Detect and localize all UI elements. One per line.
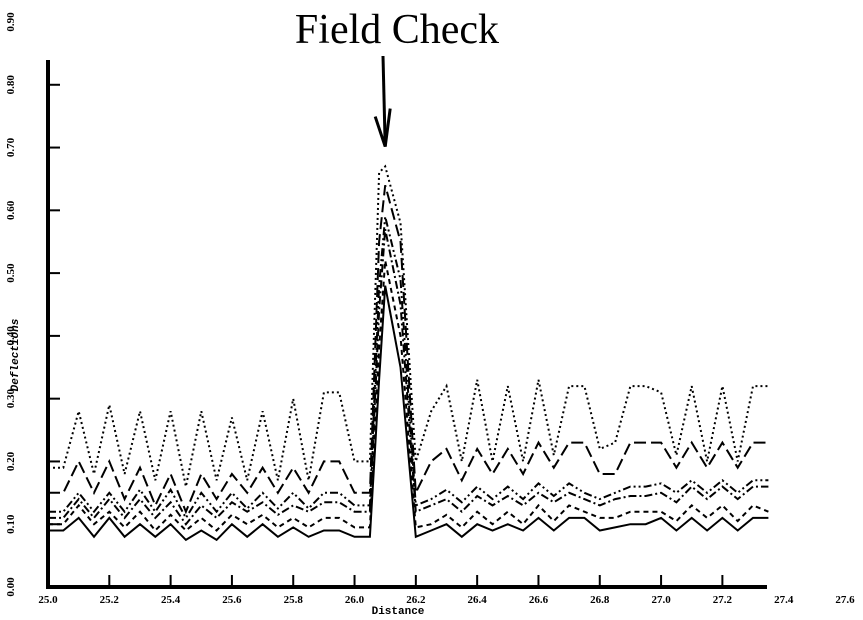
- x-tick-label: 27.0: [651, 594, 671, 606]
- y-tick-label: 0.80: [5, 75, 17, 95]
- series-line-2: [48, 260, 769, 533]
- y-tick-label: 0.40: [5, 326, 17, 346]
- x-tick-label: 26.0: [345, 594, 365, 606]
- x-axis-title: Distance: [372, 606, 425, 618]
- x-tick-label: 27.6: [835, 594, 855, 606]
- series-line-1: [48, 285, 769, 542]
- x-tick-label: 26.8: [590, 594, 610, 606]
- y-tick-label: 0.70: [5, 137, 17, 157]
- x-tick-label: 25.2: [100, 594, 120, 606]
- x-tick-label: 25.8: [284, 594, 304, 606]
- x-tick-label: 27.4: [774, 594, 794, 606]
- series-line-4: [48, 216, 769, 520]
- x-tick-label: 25.0: [38, 594, 58, 606]
- x-tick-label: 26.6: [529, 594, 549, 606]
- x-axis-ticks: 25.0 25.2 25.4 25.6 25.8 26.0 26.2 26.4 26.6 26.8…: [38, 575, 855, 606]
- y-tick-label: 0.20: [5, 451, 17, 471]
- x-tick-label: 26.4: [468, 594, 488, 606]
- x-tick-label: 25.6: [222, 594, 242, 606]
- y-axis-ticks: 0.00 0.10 0.20 0.30 0.40 0.50 0.60 0.70 0.80 0.90: [5, 12, 60, 597]
- y-tick-label: 0.90: [5, 12, 17, 32]
- series-layer: [48, 164, 769, 542]
- x-tick-label: 25.4: [161, 594, 181, 606]
- y-tick-label: 0.00: [5, 577, 17, 597]
- series-line-6: [48, 164, 769, 487]
- y-tick-label: 0.60: [5, 200, 17, 220]
- y-tick-label: 0.10: [5, 514, 17, 534]
- x-tick-label: 26.2: [406, 594, 426, 606]
- x-tick-label: 27.2: [713, 594, 733, 606]
- y-tick-label: 0.30: [5, 389, 17, 409]
- field-check-annotation: Field Check: [295, 7, 499, 53]
- y-tick-label: 0.50: [5, 263, 17, 283]
- series-line-5: [48, 184, 769, 515]
- annotation-arrow: [373, 55, 392, 148]
- series-line-3: [48, 229, 769, 526]
- y-axis-title: Deflections: [10, 318, 22, 391]
